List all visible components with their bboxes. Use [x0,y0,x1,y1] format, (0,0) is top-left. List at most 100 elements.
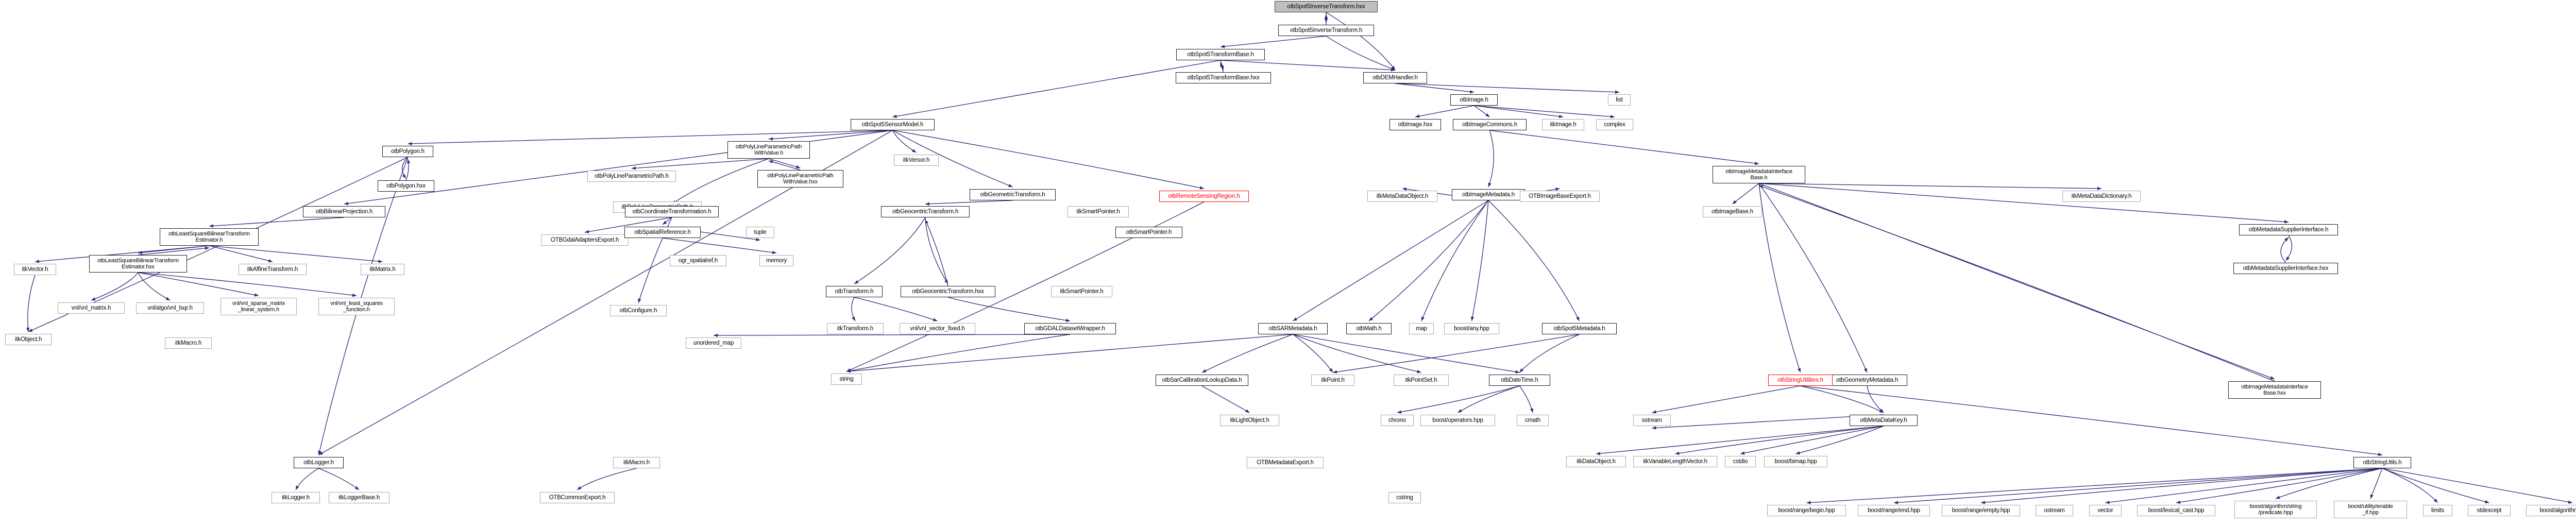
graph-node[interactable]: vnl/algo/vnl_lsqr.h [136,302,204,314]
graph-node[interactable]: itkImage.h [1542,119,1584,130]
graph-node[interactable]: itkDataObject.h [1566,456,1626,467]
graph-node[interactable]: itkSmartPointer.h [1067,206,1129,217]
graph-node[interactable]: itkMatrix.h [361,264,404,275]
graph-node[interactable]: map [1409,323,1434,334]
graph-node[interactable]: cmath [1517,415,1549,426]
graph-node[interactable]: otbMetadataSupplierInterface.hxx [2233,263,2338,274]
graph-node[interactable]: OTBImageBaseExport.h [1520,191,1600,202]
graph-node[interactable]: tuple [746,227,774,238]
graph-node[interactable]: itkLightObject.h [1220,415,1279,426]
graph-node[interactable]: otbPolyLineParametricPath WithValue.h [727,141,810,159]
graph-node[interactable]: otbMetaDataKey.h [1850,415,1918,426]
graph-node[interactable]: itkVariableLengthVector.h [1633,456,1717,467]
graph-node[interactable]: otbImageCommons.h [1453,119,1527,130]
graph-node[interactable]: boost/range/begin.hpp [1767,505,1846,516]
graph-node[interactable]: vnl/vnl_least_squares _function.h [318,298,395,315]
graph-node[interactable]: otbGeocentricTransform.h [881,206,970,217]
graph-node[interactable]: ogr_spatialref.h [670,255,726,266]
graph-node[interactable]: vnl/vnl_sparse_matrix _linear_system.h [221,298,297,315]
graph-node[interactable]: otbBilinearProjection.h [303,206,385,217]
graph-node[interactable]: otbDEMHandler.h [1363,72,1427,83]
graph-node[interactable]: otbSpot5InverseTransform.h [1278,25,1374,36]
graph-node[interactable]: stdexcept [2468,505,2511,516]
graph-node[interactable]: list [1608,94,1631,106]
graph-node[interactable]: otbRemoteSensingRegion.h [1159,191,1249,202]
graph-node[interactable]: itkAffineTransform.h [239,264,307,275]
graph-node[interactable]: itkSmartPointer.h [1051,286,1112,297]
graph-node[interactable]: itkMacro.h [613,457,660,468]
graph-node[interactable]: vnl/vnl_vector_fixed.h [900,323,975,334]
graph-node[interactable]: boost/bimap.hpp [1764,456,1827,467]
graph-node[interactable]: sstream [1633,415,1671,426]
graph-node[interactable]: itkLogger.h [272,492,320,503]
graph-node[interactable]: itkPointSet.h [1394,375,1449,386]
graph-node[interactable]: itkMetaDataDictionary.h [2062,191,2141,202]
graph-node[interactable]: cstring [1388,492,1421,503]
graph-node[interactable]: otbStringUtils.h [2353,457,2411,468]
graph-node[interactable]: boost/any.hpp [1444,323,1499,334]
graph-node[interactable]: otbSpot5SensorModel.h [851,119,935,130]
graph-node[interactable]: boost/range/empty.hpp [1942,505,2020,516]
graph-node[interactable]: otbStringUtilities.h [1768,375,1833,386]
graph-edge [1473,105,1615,118]
graph-node[interactable]: otbLeastSquareBilinearTransform Estimato… [89,255,187,273]
graph-node[interactable]: chrono [1381,415,1414,426]
graph-node[interactable]: boost/algorithm/string /predicate.hpp [2234,501,2317,518]
graph-node[interactable]: otbLeastSquareBilinearTransform Estimato… [160,228,259,246]
graph-node[interactable]: otbGeocentricTransform.hxx [901,286,995,297]
graph-node[interactable]: otbGeometryMetadata.h [1827,375,1907,386]
graph-node[interactable]: otbGDALDatasetWrapper.h [1024,323,1116,334]
graph-node[interactable]: boost/range/end.hpp [1858,505,1930,516]
graph-node[interactable]: memory [759,255,793,266]
graph-node[interactable]: otbSpot5Metadata.h [1542,323,1617,334]
graph-node[interactable]: otbMetadataSupplierInterface.h [2239,224,2338,235]
graph-node[interactable]: otbImage.h [1450,94,1498,106]
graph-node[interactable]: itkVersor.h [894,155,939,166]
graph-node[interactable]: otbPolyLineParametricPath WithValue.hxx [757,170,843,188]
graph-node[interactable]: otbImageMetadata.h [1452,189,1525,200]
graph-node[interactable]: itkTransform.h [827,323,884,334]
graph-node[interactable]: otbSarCalibrationLookupData.h [1156,375,1248,386]
graph-node[interactable]: otbImageMetadataInterface Base.hxx [2228,381,2321,399]
graph-node[interactable]: otbSpot5TransformBase.hxx [1176,72,1271,83]
graph-node[interactable]: otbDateTime.h [1489,375,1550,386]
graph-node[interactable]: vnl/vnl_matrix.h [58,302,125,314]
graph-node[interactable]: OTBMetadataExport.h [1247,457,1324,468]
graph-node[interactable]: boost/utility/enable _if.hpp [2334,501,2407,518]
graph-node[interactable]: boost/lexical_cast.hpp [2137,505,2215,516]
graph-node[interactable]: otbMath.h [1346,323,1392,334]
graph-node[interactable]: string [831,374,862,385]
graph-node[interactable]: itkObject.h [5,334,52,345]
graph-node[interactable]: itkVector.h [14,264,56,275]
graph-node[interactable]: unordered_map [686,337,741,349]
graph-node[interactable]: OTBGdalAdaptersExport.h [541,234,629,246]
graph-node[interactable]: ostream [2036,505,2073,516]
graph-node[interactable]: otbSpatialReference.h [624,227,701,238]
graph-node[interactable]: boost/algorithm/string.hpp [2526,505,2576,516]
graph-node[interactable]: otbPolygon.h [382,146,433,157]
graph-node[interactable]: otbTransform.h [826,286,883,297]
graph-node[interactable]: boost/operators.hpp [1420,415,1495,426]
graph-node[interactable]: vector [2089,505,2122,516]
graph-node[interactable]: otbSpot5TransformBase.h [1176,49,1265,60]
graph-node[interactable]: otbImageBase.h [1703,206,1762,217]
graph-node[interactable]: otbSARMetadata.h [1258,323,1328,334]
graph-node[interactable]: otbLogger.h [294,457,344,468]
graph-node[interactable]: otbImage.hxx [1389,119,1441,130]
graph-node[interactable]: itkPoint.h [1311,375,1354,386]
graph-node[interactable]: otbSpot5InverseTransform.hxx [1275,1,1378,12]
graph-node[interactable]: otbCoordinateTransformation.h [625,206,719,217]
graph-node[interactable]: otbPolygon.hxx [378,180,434,192]
graph-node[interactable]: otbSmartPointer.h [1115,227,1182,238]
graph-node[interactable]: otbConfigure.h [610,305,667,316]
graph-node[interactable]: OTBCommonExport.h [540,492,615,503]
graph-node[interactable]: itkLoggerBase.h [329,492,389,503]
graph-node[interactable]: itkMetaDataObject.h [1367,191,1437,202]
graph-node[interactable]: otbPolyLineParametricPath.h [587,171,676,182]
graph-node[interactable]: cstdio [1725,456,1756,467]
graph-node[interactable]: otbImageMetadataInterface Base.h [1713,166,1805,183]
graph-node[interactable]: otbGeometricTransform.h [970,189,1056,200]
graph-node[interactable]: itkMacro.h [165,337,212,349]
graph-node[interactable]: complex [1596,119,1633,130]
graph-node[interactable]: limits [2423,505,2452,516]
